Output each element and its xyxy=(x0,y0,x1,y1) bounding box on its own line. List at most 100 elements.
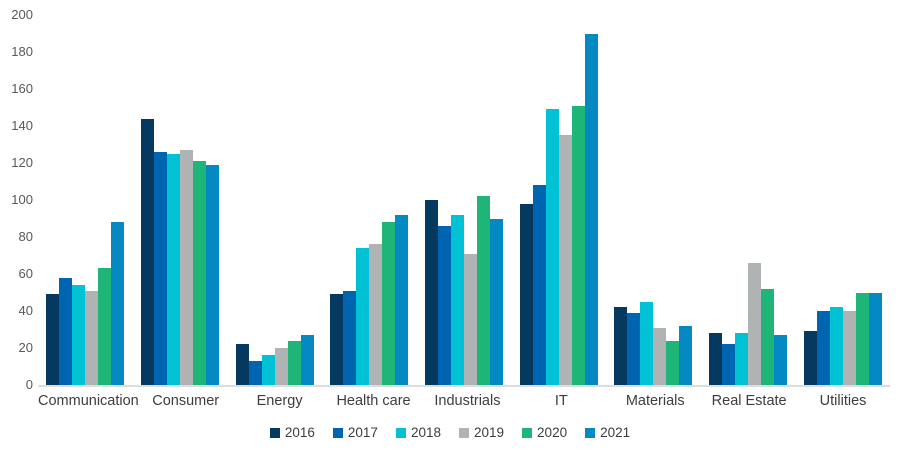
legend-item-2020: 2020 xyxy=(522,425,567,440)
legend-swatch-icon xyxy=(269,427,280,438)
bar-2017 xyxy=(154,151,167,385)
bar-2021 xyxy=(206,164,219,385)
y-tick-label: 0 xyxy=(25,377,33,392)
bar-2017 xyxy=(816,311,830,385)
bar-group-consumer xyxy=(133,15,228,385)
bar-2020 xyxy=(761,288,775,385)
bar-2018 xyxy=(640,301,654,385)
bar-2018 xyxy=(167,153,180,385)
y-tick-label: 80 xyxy=(18,229,33,244)
bar-group-health-care xyxy=(322,15,417,385)
bar-2017 xyxy=(438,225,452,385)
bar-2020 xyxy=(477,196,491,385)
bar-2017 xyxy=(59,277,73,385)
x-axis-labels: Communication Consumer Energy Health care In… xyxy=(38,393,890,409)
bar-group-utilities xyxy=(795,15,890,385)
bar-group-communication xyxy=(38,15,133,385)
x-axis-label: Materials xyxy=(625,393,685,409)
legend-item-2016: 2016 xyxy=(269,425,315,440)
bar-group-industrials xyxy=(417,15,512,385)
x-axis-label: Communication xyxy=(38,393,139,409)
x-axis-label: Utilities xyxy=(819,393,867,409)
bar-2020 xyxy=(193,161,206,385)
bar-2016 xyxy=(141,118,154,385)
legend-label: 2021 xyxy=(600,425,631,440)
bar-groups xyxy=(38,15,890,385)
y-tick-label: 20 xyxy=(18,340,33,355)
bar-2021 xyxy=(774,335,788,385)
bar-2020 xyxy=(666,340,680,385)
bar-2018 xyxy=(735,333,749,385)
bar-2016 xyxy=(46,294,60,385)
bar-2016 xyxy=(425,200,439,385)
legend-item-2019: 2019 xyxy=(459,425,504,440)
x-axis-label: Consumer xyxy=(152,393,220,409)
legend-label: 2018 xyxy=(410,425,441,440)
legend-label: 2020 xyxy=(537,425,568,440)
bar-2019 xyxy=(274,348,288,385)
bar-2017 xyxy=(343,290,357,385)
bar-2021 xyxy=(111,222,125,385)
y-tick-label: 60 xyxy=(18,266,33,281)
bar-2019 xyxy=(85,290,99,385)
bar-2021 xyxy=(868,292,882,385)
y-tick-label: 120 xyxy=(11,155,33,170)
bar-2018 xyxy=(451,214,465,385)
legend-item-2021: 2021 xyxy=(585,425,630,440)
bar-group-materials xyxy=(606,15,701,385)
legend: 2016 2017 2018 2019 2020 2021 xyxy=(0,425,900,440)
y-tick-label: 200 xyxy=(11,7,33,22)
bar-2021 xyxy=(679,325,693,385)
plot-area xyxy=(38,15,890,387)
legend-swatch-icon xyxy=(522,427,533,438)
bar-2017 xyxy=(722,344,736,385)
y-tick-label: 160 xyxy=(11,81,33,96)
bar-2017 xyxy=(627,312,641,385)
bar-2019 xyxy=(558,135,572,385)
bar-2019 xyxy=(369,244,383,385)
y-tick-label: 40 xyxy=(18,303,33,318)
x-axis-label: Health care xyxy=(336,393,411,409)
bar-2016 xyxy=(803,331,817,385)
legend-label: 2019 xyxy=(474,425,505,440)
legend-label: 2016 xyxy=(284,425,315,440)
bar-2017 xyxy=(248,360,262,385)
bar-2020 xyxy=(855,292,869,385)
bar-2020 xyxy=(382,222,396,385)
y-tick-label: 100 xyxy=(11,192,33,207)
legend-swatch-icon xyxy=(585,427,596,438)
bar-2016 xyxy=(235,344,249,385)
bar-2021 xyxy=(300,335,314,385)
bar-group-it xyxy=(511,15,606,385)
bar-2020 xyxy=(98,268,112,385)
legend-item-2018: 2018 xyxy=(395,425,441,440)
legend-swatch-icon xyxy=(395,427,406,438)
x-axis-label: IT xyxy=(554,393,568,409)
bar-2018 xyxy=(356,248,370,385)
legend-item-2017: 2017 xyxy=(332,425,378,440)
y-tick-label: 180 xyxy=(11,44,33,59)
bar-2021 xyxy=(490,218,504,385)
bar-2018 xyxy=(72,285,86,385)
bar-group-real-estate xyxy=(701,15,796,385)
bar-2018 xyxy=(829,307,843,385)
bar-2018 xyxy=(545,109,559,385)
bar-2016 xyxy=(519,203,533,385)
legend-swatch-icon xyxy=(459,427,469,438)
bar-2020 xyxy=(287,340,301,385)
y-axis: 0 20 40 60 80 100 120 140 160 180 200 xyxy=(0,0,34,455)
y-tick-label: 140 xyxy=(11,118,33,133)
bar-2021 xyxy=(584,33,598,385)
bar-2019 xyxy=(748,262,762,385)
bar-group-energy xyxy=(227,15,322,385)
legend-label: 2017 xyxy=(347,425,378,440)
bar-2016 xyxy=(709,333,723,385)
bar-2016 xyxy=(330,294,344,385)
bar-2019 xyxy=(653,327,667,385)
bar-2017 xyxy=(532,185,546,385)
bar-2020 xyxy=(571,105,585,385)
legend-swatch-icon xyxy=(332,427,343,438)
bar-2019 xyxy=(842,311,856,385)
x-axis-label: Industrials xyxy=(434,393,501,409)
